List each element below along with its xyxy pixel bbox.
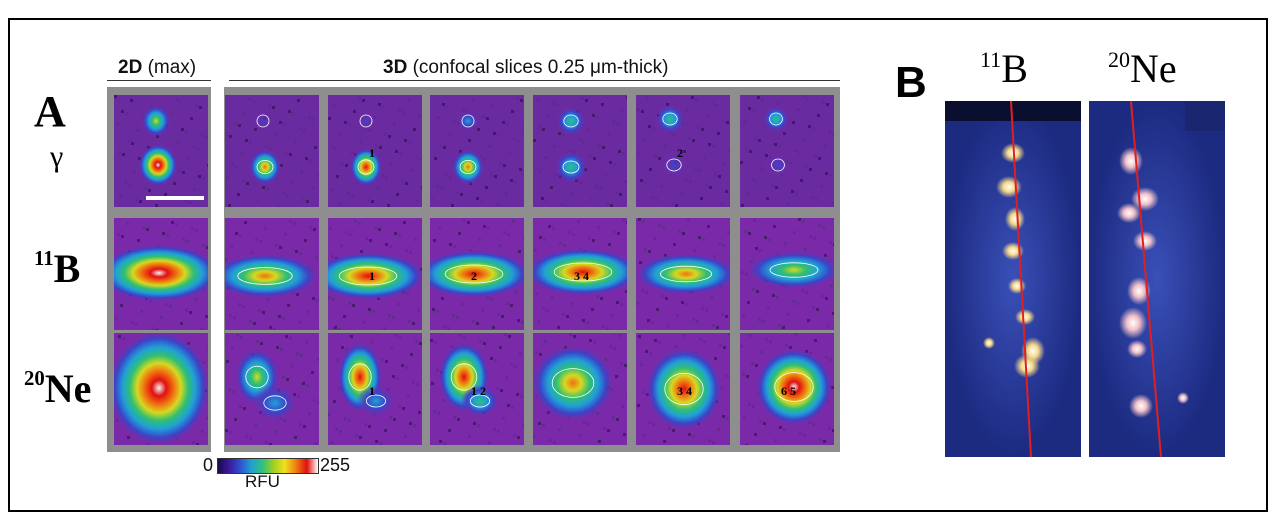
panel-ne20-0 (107, 330, 211, 446)
panel-gamma-3 (430, 95, 526, 208)
panel-b-letter: B (895, 58, 927, 107)
colorbar (217, 458, 319, 474)
row-label-11b: 11B (34, 246, 81, 291)
colorbar-min: 0 (203, 455, 214, 475)
panel-b-image-11b (945, 101, 1081, 457)
panel-b-image-20ne (1089, 101, 1225, 457)
grid-divider (211, 87, 224, 452)
row-label-20ne: 20Ne (24, 366, 92, 411)
panel-ne20-4 (531, 333, 629, 445)
panel-a-letter: A (34, 87, 66, 136)
spot-label: 3 4 (574, 269, 589, 283)
panel-b-label-20ne: 20Ne (1108, 46, 1177, 91)
spots-20ne (1117, 147, 1189, 418)
header-3d-rule (229, 80, 840, 81)
spot-label: 1 2 (471, 384, 486, 398)
panel-b11-4: 3 4 (525, 218, 641, 330)
figure-frame (8, 18, 1268, 512)
panel-gamma-5: 2 (636, 95, 732, 207)
spot-label: 1 (369, 269, 375, 283)
panel-gamma-4 (533, 95, 629, 208)
spot-label: 2 (471, 269, 477, 283)
panel-b11-1 (210, 218, 321, 331)
header-2d: 2D (max) (118, 57, 197, 78)
header-3d: 3D (confocal slices 0.25 μm-thick) (383, 57, 669, 78)
panel-ne20-6: 6 5 (740, 333, 835, 447)
panel-ne20-1 (225, 333, 320, 446)
colorbar-max: 255 (320, 455, 351, 475)
spot-label: 3 4 (677, 384, 692, 398)
colorbar-label: RFU (245, 472, 280, 491)
panel-b11-6 (740, 218, 842, 330)
panel-ne20-3: 1 2 (430, 333, 525, 445)
panel-b-label-11b: 11B (980, 46, 1028, 91)
panel-gamma-6 (740, 95, 835, 207)
panel-gamma-2: 1 (328, 95, 424, 209)
panel-gamma-0 (114, 95, 210, 209)
panel-ne20-5: 3 4 (636, 333, 732, 445)
spot-label: 2 (677, 146, 683, 160)
panel-gamma-1 (225, 95, 320, 209)
header-2d-rule (107, 80, 211, 81)
row-label-gamma: γ (50, 140, 64, 173)
panel-b11-3: 2 (416, 218, 532, 330)
panel-ne20-2: 1 (328, 333, 424, 445)
panel-b11-2: 1 (310, 218, 426, 331)
panel-b11-0 (98, 218, 220, 332)
spot-label: 6 5 (781, 384, 796, 398)
spots-11b (983, 143, 1045, 378)
scale-bar (146, 196, 204, 200)
spot-label: 1 (369, 384, 375, 398)
panel-b11-5 (634, 218, 738, 330)
spot-label: 1 (369, 146, 375, 160)
